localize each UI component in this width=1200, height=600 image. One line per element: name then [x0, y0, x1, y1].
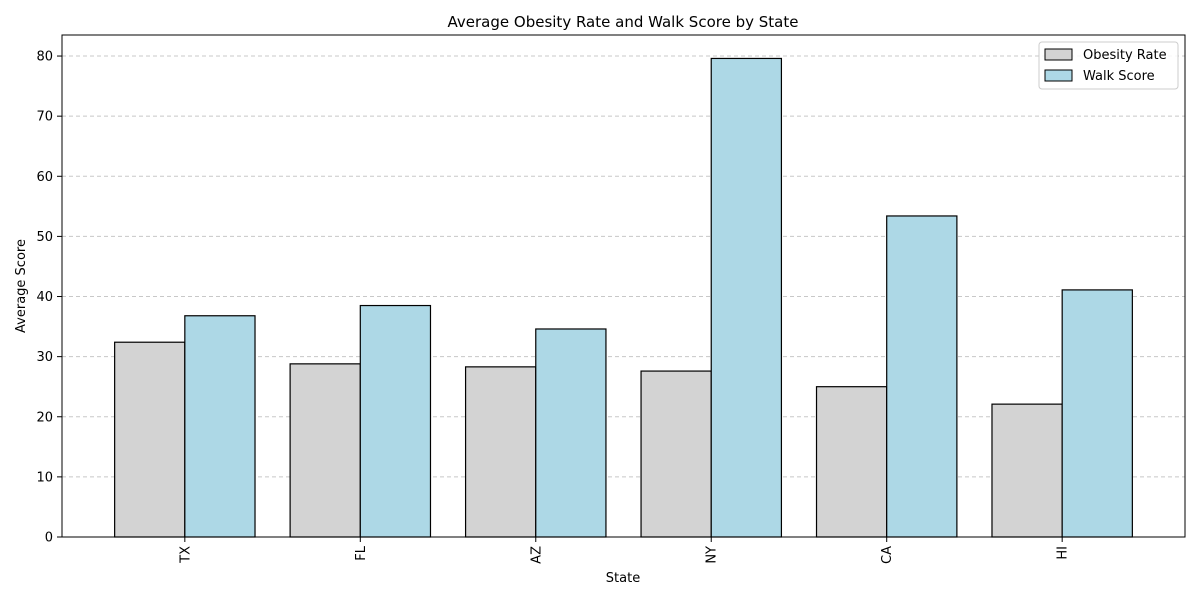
y-tick-label: 60	[36, 170, 53, 185]
bar-walk-score-hi	[1061, 289, 1133, 538]
x-tick-label: NY	[705, 546, 720, 564]
bar-obesity-rate-az	[464, 366, 537, 538]
bar-walk-score-ca	[886, 215, 958, 538]
chart-title: Average Obesity Rate and Walk Score by S…	[448, 13, 799, 31]
x-tick-label: FL	[354, 545, 369, 560]
legend-swatch	[1044, 48, 1073, 61]
x-tick-label: AZ	[529, 546, 544, 564]
bar-obesity-rate-tx	[114, 341, 186, 538]
y-tick-label: 30	[36, 350, 53, 365]
y-tick-label: 80	[36, 50, 53, 65]
bar-obesity-rate-hi	[991, 403, 1063, 538]
x-tick-label: TX	[178, 546, 193, 564]
bar-walk-score-az	[535, 328, 607, 538]
y-tick-label: 10	[36, 470, 53, 485]
plot-frame	[61, 34, 1186, 538]
bar-obesity-rate-fl	[289, 363, 361, 538]
legend: Obesity Rate Walk Score	[1038, 41, 1179, 90]
legend-label: Obesity Rate	[1083, 48, 1167, 63]
x-tick-label: CA	[880, 546, 895, 564]
y-tick-label: 40	[36, 290, 53, 305]
legend-swatch	[1044, 69, 1073, 82]
bar-walk-score-fl	[359, 304, 432, 538]
x-tick-labels: TX FL AZ NY CA HI	[178, 545, 1070, 564]
legend-box	[1038, 41, 1179, 90]
bar-walk-score-tx	[184, 315, 256, 538]
bar-obesity-rate-ca	[815, 386, 888, 538]
y-tick-labels: 0 10 20 30 40 50 60 70 80	[36, 50, 53, 546]
y-tick-label: 50	[36, 230, 53, 245]
legend-label: Walk Score	[1083, 69, 1155, 84]
y-tick-label: 70	[36, 110, 53, 125]
y-tick-label: 20	[36, 410, 53, 425]
x-axis-label: State	[606, 571, 640, 586]
y-tick-label: 0	[45, 531, 53, 546]
bar-walk-score-ny	[710, 57, 783, 538]
y-axis-label: Average Score	[14, 239, 29, 333]
bars	[114, 57, 1133, 538]
bar-obesity-rate-ny	[640, 370, 712, 538]
axes	[57, 34, 1186, 542]
x-tick-label: HI	[1056, 546, 1071, 560]
